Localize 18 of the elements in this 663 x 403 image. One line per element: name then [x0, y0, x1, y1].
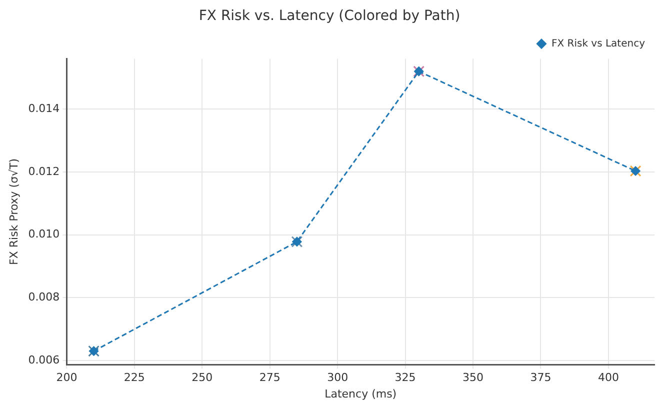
- x-tick-label: 225: [124, 371, 145, 384]
- x-tick-label: 350: [462, 371, 484, 384]
- y-tick-label: 0.012: [28, 164, 60, 178]
- y-tick-label: 0.014: [28, 102, 60, 115]
- y-axis-title: FX Risk Proxy (σ√T): [7, 158, 20, 265]
- x-tick-label: 400: [598, 371, 619, 384]
- x-tick-label: 300: [327, 371, 348, 384]
- y-tick-label: 0.006: [28, 353, 60, 366]
- x-tick-label: 200: [56, 371, 78, 384]
- legend-label: FX Risk vs Latency: [551, 38, 646, 50]
- x-tick-label: 325: [394, 371, 416, 384]
- y-tick-label: 0.010: [28, 228, 60, 241]
- x-tick-label: 250: [192, 371, 213, 384]
- x-axis-title: Latency (ms): [324, 387, 397, 400]
- y-tick-label: 0.008: [28, 290, 60, 304]
- x-tick-label: 375: [530, 371, 552, 384]
- x-tick-label: 275: [259, 371, 280, 384]
- chart-title: FX Risk vs. Latency (Colored by Path): [198, 8, 460, 24]
